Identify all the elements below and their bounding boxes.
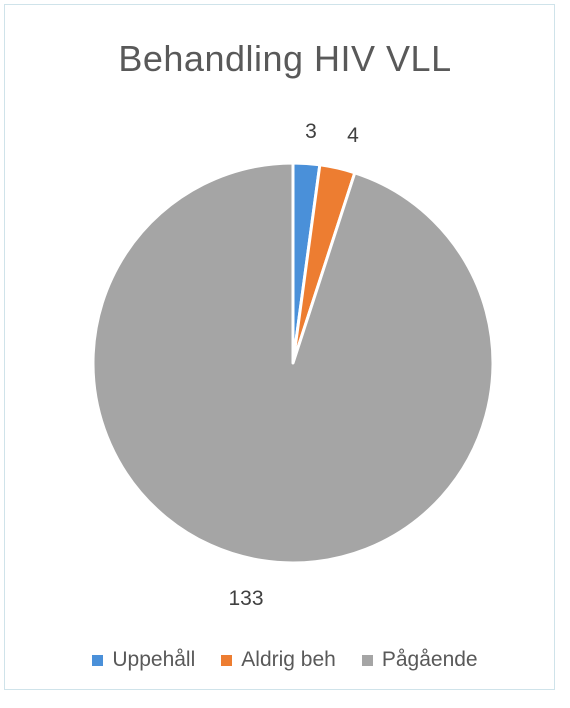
legend-label: Uppehåll <box>112 648 196 671</box>
chart-title: Behandling HIV VLL <box>118 38 452 79</box>
pie-slice-p-g-ende <box>91 161 495 565</box>
legend-swatch <box>361 654 373 666</box>
legend-label: Aldrig beh <box>241 648 336 671</box>
legend: Uppehåll Aldrig beh Pågående <box>0 648 570 672</box>
legend-item-pagaende: Pågående <box>361 648 478 672</box>
legend-label: Pågående <box>381 648 478 671</box>
legend-item-aldrig-beh: Aldrig beh <box>221 648 336 672</box>
legend-swatch <box>92 654 104 666</box>
data-label: 133 <box>228 587 263 610</box>
legend-item-uppehall: Uppehåll <box>92 648 195 672</box>
data-label: 3 <box>305 120 317 143</box>
data-label: 4 <box>347 124 359 147</box>
legend-swatch <box>221 654 233 666</box>
